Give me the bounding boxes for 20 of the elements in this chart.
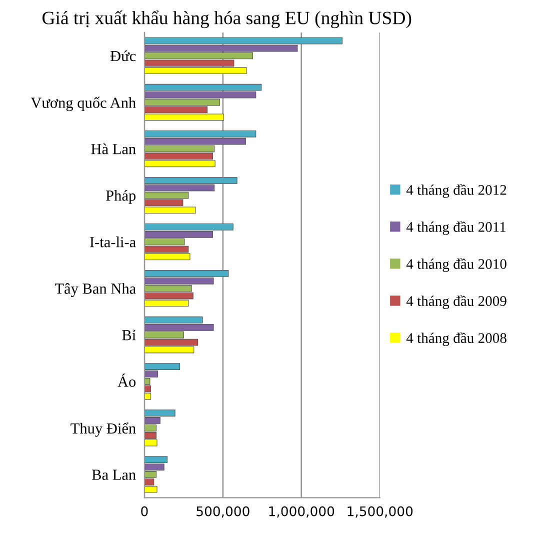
y-tick-label: I-ta-li-a xyxy=(90,236,136,248)
y-tick-label: Ba Lan xyxy=(92,470,136,480)
x-tick-label: 1,500,000 xyxy=(348,506,413,518)
legend-label: 4 tháng đầu 2009 xyxy=(406,295,506,309)
y-tick-label: Thuy Điển xyxy=(70,422,136,437)
y-tick-label: Đức xyxy=(110,50,136,62)
chart-title: Giá trị xuất khẩu hàng hóa sang EU (nghìn USD) xyxy=(42,10,412,28)
y-tick-label: Pháp xyxy=(106,190,136,204)
y-tick-label: Hà Lan xyxy=(91,143,136,154)
legend-label: 4 tháng đầu 2011 xyxy=(406,221,506,235)
y-tick-label: Áo xyxy=(118,374,136,387)
x-tick-label: 0 xyxy=(141,506,148,516)
y-tick-label: Vương quốc Anh xyxy=(30,96,136,112)
x-tick-label: 500,000 xyxy=(196,506,250,518)
y-tick-label: Bỉ xyxy=(122,330,136,340)
y-tick-label: Tây Ban Nha xyxy=(54,283,136,297)
x-tick-label: 1,000,000 xyxy=(269,506,334,518)
legend-label: 4 tháng đầu 2012 xyxy=(406,184,506,198)
legend-label: 4 tháng đầu 2008 xyxy=(406,332,506,346)
legend-label: 4 tháng đầu 2010 xyxy=(406,258,506,272)
